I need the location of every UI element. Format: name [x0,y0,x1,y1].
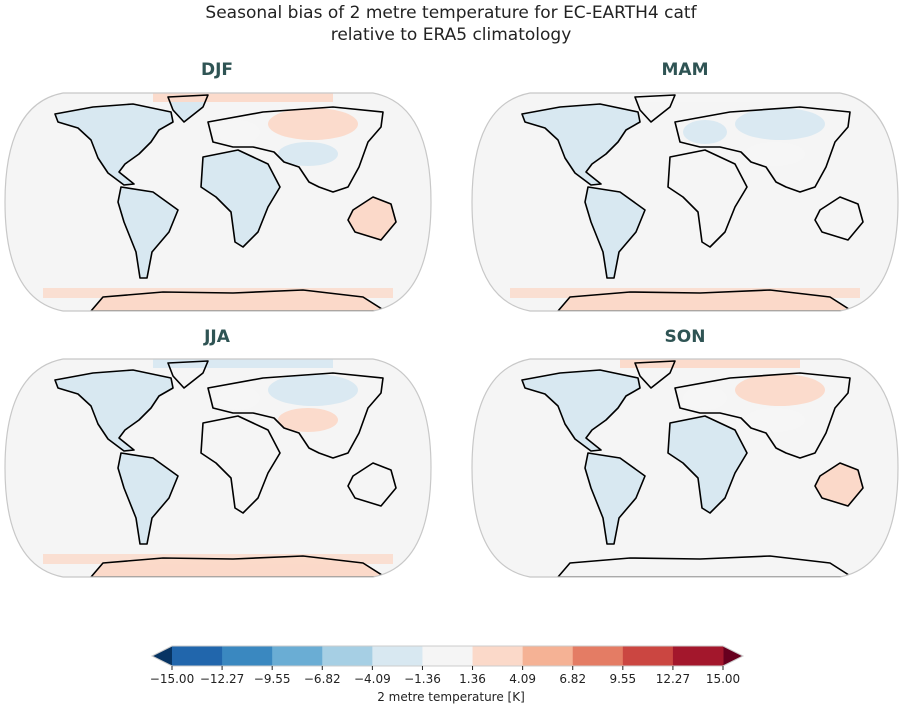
colorbar-tick-label: 9.55 [609,672,637,686]
coastline-eurasia [207,106,384,193]
bias-north-america [522,370,640,451]
coastline-north-america [521,369,641,452]
coastline-africa [200,415,281,514]
bias-africa [201,150,280,247]
colorbar-tick-label: 15.00 [705,672,741,686]
figure-title-line1: Seasonal bias of 2 metre temperature for… [205,3,697,23]
figure-title-line2: relative to ERA5 climatology [330,25,572,45]
bias-patch-arctic [620,359,800,368]
coastline-greenland [634,94,676,123]
bias-australia [348,197,396,240]
colorbar-tick-label: −9.55 [253,672,291,686]
coastline-north-america [54,103,174,186]
coastline-australia [814,196,864,241]
coastline-eurasia [207,372,384,459]
colorbar-segment [322,646,373,666]
bias-patch-europe [683,386,727,410]
colorbar-tick-label: 1.36 [459,672,486,686]
map-frame [4,358,432,578]
map-frame [4,92,432,312]
bias-africa [201,416,280,513]
bias-africa [668,150,747,247]
bias-patch-europe [216,386,260,410]
bias-patch-central-asia [278,142,338,166]
coastline-north-america [521,103,641,186]
coastline-south-america [584,452,646,545]
colorbar-segment [472,646,524,666]
panel-title-djf: DJF [200,60,234,80]
colorbar-segment [622,646,674,666]
colorbar-tick-label: 12.27 [655,672,691,686]
colorbar-segment [672,646,724,666]
colorbar-tick-label: −12.27 [199,672,245,686]
bias-south-america [585,453,645,544]
bias-patch-siberia [735,108,825,140]
bias-patch-arctic [153,359,333,368]
coastline-africa [667,415,748,514]
panel-title-mam: MAM [661,60,709,80]
bias-north-america [55,370,173,451]
coastline-south-america [117,452,179,545]
colorbar-segment [172,646,223,666]
bias-patch-siberia [735,374,825,406]
map-mam [471,92,899,312]
colorbar-label: 2 metre temperature [K] [377,690,525,704]
map-son [471,358,899,578]
bias-south-america [585,187,645,278]
bias-australia [348,463,396,506]
colorbar-tick-label: 6.82 [559,672,587,686]
bias-australia [815,463,863,506]
bias-patch-europe [683,120,727,144]
colorbar-segment [522,646,574,666]
coastline-eurasia [674,106,851,193]
panel-title-jja: JJA [204,327,230,347]
panel-title-son: SON [664,327,706,347]
bias-south-america [118,453,178,544]
coastline-eurasia [674,372,851,459]
map-jja [4,358,432,578]
bias-patch-central-asia [745,142,805,166]
coastline-australia [814,462,864,507]
map-frame [471,92,899,312]
colorbar-tick-label: −1.36 [404,672,441,686]
bias-patch-central-asia [278,408,338,432]
colorbar-extend-under [152,646,172,666]
colorbar-tick-label: −15.00 [149,672,195,686]
bias-patch-arctic [620,93,800,102]
colorbar-segment [222,646,273,666]
coastline-africa [200,149,281,248]
bias-australia [815,197,863,240]
coastline-south-america [117,186,179,279]
colorbar-segment [422,646,474,666]
colorbar-segment [272,646,323,666]
colorbar [150,645,745,670]
bias-north-america [522,104,640,185]
colorbar-tick-label: −6.82 [303,672,341,686]
coastline-australia [347,196,397,241]
bias-north-america [55,104,173,185]
map-djf [4,92,432,312]
colorbar-extend-over [723,646,743,666]
bias-patch-arctic [153,93,333,102]
coastline-greenland [167,94,209,123]
colorbar-segment [572,646,624,666]
coastline-greenland [167,360,209,389]
bias-patch-central-asia [745,408,805,432]
colorbar-tick-label: −4.09 [353,672,391,686]
bias-patch-europe [216,120,260,144]
colorbar-segment [372,646,423,666]
coastline-africa [667,149,748,248]
coastline-north-america [54,369,174,452]
coastline-australia [347,462,397,507]
bias-south-america [118,187,178,278]
coastline-greenland [634,360,676,389]
coastline-south-america [584,186,646,279]
bias-patch-siberia [268,108,358,140]
map-frame [471,358,899,578]
colorbar-tick-label: 4.09 [509,672,536,686]
bias-patch-siberia [268,374,358,406]
bias-africa [668,416,747,513]
